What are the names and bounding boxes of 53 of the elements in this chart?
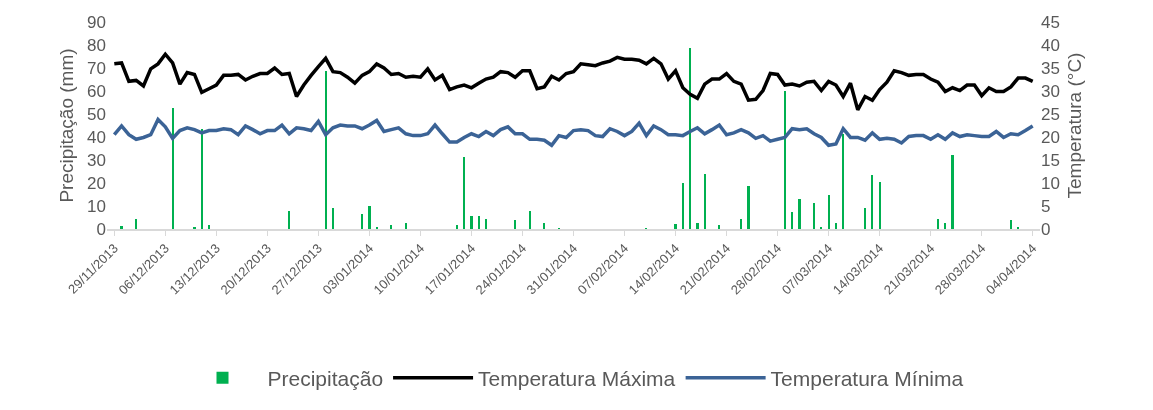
bar: [368, 205, 371, 229]
y-tick-label: 60: [87, 81, 106, 101]
y2-tick-label: 25: [1041, 104, 1060, 124]
y-tick-label: 30: [87, 150, 106, 170]
bar: [791, 212, 794, 229]
bar: [798, 198, 801, 229]
bar: [193, 226, 196, 229]
y-tick-label: 80: [87, 35, 106, 55]
bar: [696, 223, 699, 229]
y2-axis-title: Temperatura (°C): [1063, 52, 1085, 199]
y-tick-label: 40: [87, 127, 106, 147]
y-tick-label: 0: [96, 219, 106, 239]
bar: [484, 219, 488, 229]
y-axis-title: Precipitação (mm): [55, 48, 77, 203]
bar: [871, 175, 874, 229]
bar: [747, 186, 750, 229]
line-series: [112, 52, 1035, 112]
y2-tick-label: 5: [1041, 196, 1051, 216]
y2-tick-label: 45: [1041, 12, 1060, 32]
y2-tick-label: 15: [1041, 150, 1060, 170]
legend-label: Temperatura Máxima: [478, 366, 676, 390]
bar: [288, 211, 291, 229]
bar: [463, 156, 466, 229]
legend-label: Precipitação: [267, 366, 384, 390]
bar: [681, 182, 684, 229]
bar: [331, 208, 335, 229]
bar: [135, 219, 138, 229]
bar: [951, 154, 954, 229]
bar: [120, 225, 123, 229]
bar: [1009, 220, 1012, 229]
y2-tick-label: 40: [1041, 35, 1060, 55]
bar: [514, 220, 517, 229]
y-tick-label: 10: [87, 196, 106, 216]
bar: [674, 223, 677, 229]
bar: [703, 173, 706, 229]
y2-tick-label: 20: [1041, 127, 1060, 147]
bar: [842, 134, 845, 229]
y2-tick-label: 35: [1041, 58, 1060, 78]
bar: [528, 211, 531, 229]
y2-tick-label: 10: [1041, 173, 1060, 193]
y-tick-label: 90: [87, 12, 106, 32]
y2-tick-label: 0: [1041, 219, 1051, 239]
legend-label: Temperatura Mínima: [770, 366, 964, 390]
bar: [944, 223, 947, 229]
bar: [477, 216, 480, 229]
y-tick-label: 70: [87, 58, 106, 78]
line-series: [112, 117, 1035, 148]
bar: [470, 216, 473, 229]
y-tick-label: 20: [87, 173, 106, 193]
bar: [812, 203, 816, 229]
y2-tick-label: 30: [1041, 81, 1060, 101]
bar: [878, 182, 881, 229]
y-tick-label: 50: [87, 104, 106, 124]
